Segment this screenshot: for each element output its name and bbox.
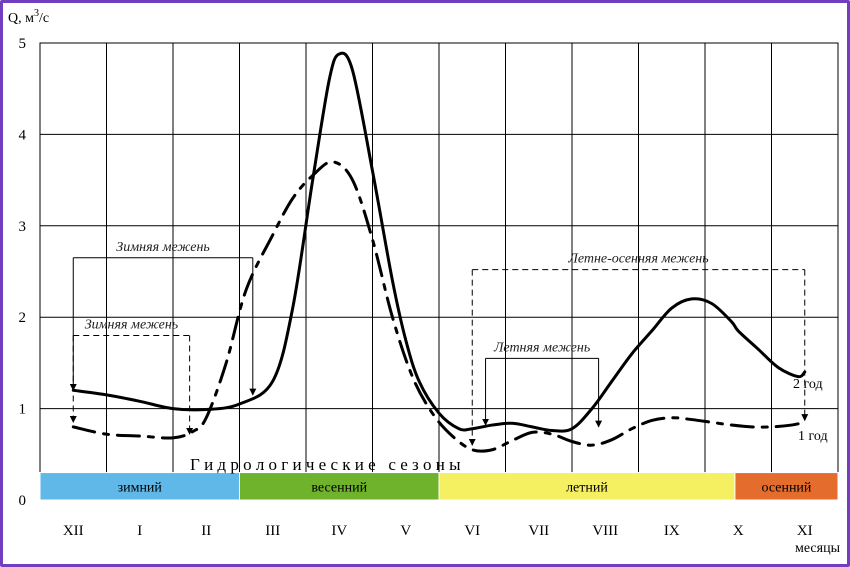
series-line-year-1 (71, 160, 807, 453)
x-tick-label: IV (331, 523, 347, 539)
seasons-title: Г и д р о л о г и ч е с к и е с е з о н … (190, 455, 461, 474)
y-axis-label-main: Q, м (8, 11, 34, 26)
annotation-label: Летне-осенняя межень (567, 252, 708, 267)
x-tick-label: VII (528, 523, 549, 539)
y-tick-label: 0 (19, 493, 27, 509)
y-tick-label: 5 (19, 36, 27, 52)
series-label-2: 2 год (793, 377, 823, 392)
annotation-label: Зимняя межень (85, 317, 179, 332)
annotations: Зимняя межень Зимняя межень Летне-осенняя … (69, 240, 809, 446)
series-line-year-2 (71, 51, 807, 433)
labels: Q, м3/с месяцы Г и д р о л о г и ч е с к… (8, 8, 841, 556)
season-label: летний (566, 480, 608, 495)
season-segment (734, 472, 839, 501)
x-tick-label: III (265, 523, 280, 539)
x-tick-label: I (137, 523, 142, 539)
y-tick-label: 4 (19, 127, 27, 143)
x-tick-label: IX (664, 523, 680, 539)
season-label: осенний (762, 480, 812, 495)
x-tick-label: V (400, 523, 411, 539)
y-tick-label: 2 (19, 310, 27, 326)
annotation-label: Зимняя межень (116, 240, 210, 255)
x-axis-label: месяцы (795, 541, 841, 556)
y-axis-label-sup: 3 (34, 8, 39, 19)
y-tick-label: 1 (19, 402, 27, 418)
annotation-label: Летняя межень (493, 340, 590, 355)
x-tick-label: II (201, 523, 211, 539)
y-axis-label: Q, м3/с (8, 8, 49, 26)
x-tick-label: VI (464, 523, 480, 539)
y-tick-label: 3 (19, 219, 27, 235)
x-tick-label: X (733, 523, 744, 539)
series (71, 51, 807, 453)
season-segment (239, 472, 440, 501)
x-tick-label: XII (63, 523, 84, 539)
season-label: зимний (118, 480, 163, 495)
x-tick-label: VIII (592, 523, 618, 539)
season-label: весенний (311, 480, 367, 495)
y-axis-label-tail: /с (39, 11, 49, 26)
series-label-1: 1 год (798, 429, 828, 444)
season-bar: зимний весенний летний осенний (39, 472, 839, 501)
x-tick-label: XI (797, 523, 813, 539)
